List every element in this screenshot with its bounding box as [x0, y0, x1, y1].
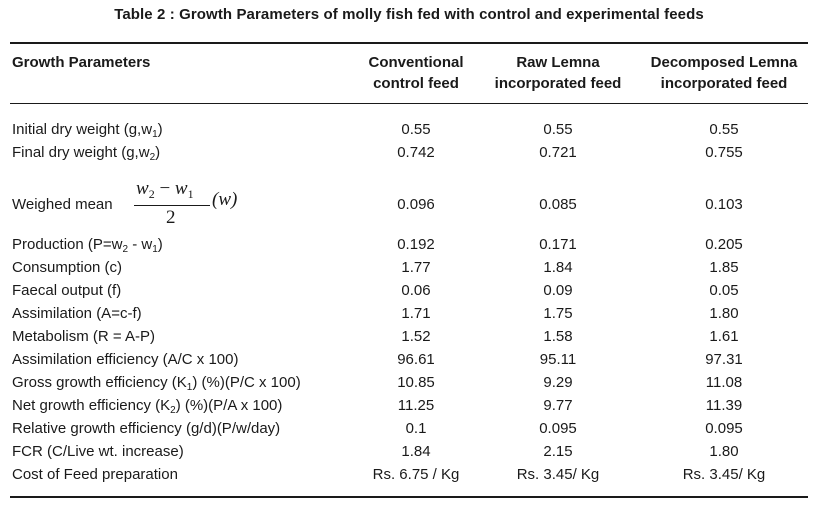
- cell-raw-lemna: 95.11: [539, 351, 577, 368]
- row-label: Final dry weight (g,w2): [12, 144, 161, 163]
- cell-conventional: 0.55: [401, 121, 431, 138]
- cell-raw-lemna: 0.095: [539, 420, 577, 437]
- row-label: Initial dry weight (g,w1): [12, 121, 163, 140]
- header-line: Raw Lemna: [516, 54, 600, 71]
- cell-decomposed-lemna: 0.205: [705, 236, 743, 253]
- cell-decomposed-lemna: 1.85: [709, 259, 739, 276]
- row-label: Net growth efficiency (K2) (%)(P/A x 100…: [12, 397, 283, 416]
- cell-conventional: Rs. 6.75 / Kg: [372, 466, 460, 483]
- formula-factor: (w): [212, 189, 238, 210]
- row-label: Assimilation efficiency (A/C x 100): [12, 351, 239, 368]
- cell-conventional: 1.71: [401, 305, 431, 322]
- cell-raw-lemna: 0.085: [539, 196, 577, 213]
- header-line: Decomposed Lemna: [650, 54, 798, 71]
- row-label: Production (P=w2 - w1): [12, 236, 163, 255]
- header-growth-parameters: Growth Parameters: [12, 54, 151, 71]
- table-row: Metabolism (R = A-P) 1.52 1.58 1.61: [0, 328, 818, 350]
- cell-conventional: 0.096: [397, 196, 435, 213]
- table-row: Faecal output (f) 0.06 0.09 0.05: [0, 282, 818, 304]
- table-caption: Table 2 : Growth Parameters of molly fis…: [114, 6, 704, 23]
- table-row: Initial dry weight (g,w1) 0.55 0.55 0.55: [0, 121, 818, 143]
- cell-conventional: 11.25: [397, 397, 435, 414]
- cell-raw-lemna: 0.171: [539, 236, 577, 253]
- row-label: FCR (C/Live wt. increase): [12, 443, 184, 460]
- row-label: Faecal output (f): [12, 282, 122, 299]
- cell-conventional: 0.742: [397, 144, 435, 161]
- table-bottom-rule: [10, 496, 808, 498]
- header-divider-rule: [10, 103, 808, 104]
- cell-raw-lemna: 1.75: [543, 305, 573, 322]
- header-raw-lemna-feed: Raw Lemna incorporated feed: [482, 52, 634, 94]
- header-line: Conventional: [368, 54, 464, 71]
- cell-conventional: 0.06: [401, 282, 431, 299]
- header-decomposed-lemna-feed: Decomposed Lemna incorporated feed: [638, 52, 810, 94]
- table-row: Assimilation (A=c-f) 1.71 1.75 1.80: [0, 305, 818, 327]
- cell-decomposed-lemna: 0.103: [705, 196, 743, 213]
- cell-raw-lemna: 0.721: [539, 144, 577, 161]
- cell-decomposed-lemna: 0.55: [709, 121, 739, 138]
- table-row: FCR (C/Live wt. increase) 1.84 2.15 1.80: [0, 443, 818, 465]
- cell-raw-lemna: 0.55: [543, 121, 573, 138]
- cell-raw-lemna: 0.09: [543, 282, 573, 299]
- row-label: Gross growth efficiency (K1) (%)(P/C x 1…: [12, 374, 301, 393]
- table-row: Final dry weight (g,w2) 0.742 0.721 0.75…: [0, 144, 818, 166]
- cell-raw-lemna: 1.58: [543, 328, 573, 345]
- cell-conventional: 0.192: [397, 236, 435, 253]
- cell-raw-lemna: 9.77: [543, 397, 573, 414]
- table-row: Consumption (c) 1.77 1.84 1.85: [0, 259, 818, 281]
- cell-conventional: 96.61: [397, 351, 435, 368]
- table-row: Gross growth efficiency (K1) (%)(P/C x 1…: [0, 374, 818, 396]
- cell-conventional: 0.1: [405, 420, 427, 437]
- table-row: Cost of Feed preparation Rs. 6.75 / Kg R…: [0, 466, 818, 488]
- formula-denominator: 2: [166, 207, 176, 228]
- table-row: Weighed mean w2 − w1 2 (w) 0.096 0.085 0…: [0, 178, 818, 228]
- cell-decomposed-lemna: 1.80: [709, 443, 739, 460]
- table-row: Net growth efficiency (K2) (%)(P/A x 100…: [0, 397, 818, 419]
- table-top-rule: [10, 42, 808, 44]
- row-label: Metabolism (R = A-P): [12, 328, 155, 345]
- cell-conventional: 1.52: [401, 328, 431, 345]
- header-line: incorporated feed: [494, 75, 622, 92]
- cell-decomposed-lemna: 11.39: [705, 397, 743, 414]
- cell-decomposed-lemna: 1.61: [709, 328, 739, 345]
- cell-decomposed-lemna: 97.31: [705, 351, 743, 368]
- table-row: Production (P=w2 - w1) 0.192 0.171 0.205: [0, 236, 818, 258]
- cell-decomposed-lemna: 0.755: [705, 144, 743, 161]
- cell-raw-lemna: 2.15: [543, 443, 573, 460]
- table-row: Assimilation efficiency (A/C x 100) 96.6…: [0, 351, 818, 373]
- cell-raw-lemna: Rs. 3.45/ Kg: [516, 466, 600, 483]
- row-label: Relative growth efficiency (g/d)(P/w/day…: [12, 420, 281, 437]
- row-label: Consumption (c): [12, 259, 123, 276]
- cell-raw-lemna: 9.29: [543, 374, 573, 391]
- cell-raw-lemna: 1.84: [543, 259, 573, 276]
- formula-numerator: w2 − w1: [136, 178, 194, 201]
- formula-fraction-bar: [134, 205, 210, 206]
- weighed-mean-formula: w2 − w1 2 (w): [130, 178, 245, 234]
- table-row: Relative growth efficiency (g/d)(P/w/day…: [0, 420, 818, 442]
- cell-conventional: 1.77: [401, 259, 431, 276]
- cell-conventional: 10.85: [397, 374, 435, 391]
- cell-decomposed-lemna: 0.095: [705, 420, 743, 437]
- cell-decomposed-lemna: 0.05: [709, 282, 739, 299]
- cell-decomposed-lemna: Rs. 3.45/ Kg: [682, 466, 766, 483]
- row-label: Assimilation (A=c-f): [12, 305, 142, 322]
- cell-decomposed-lemna: 1.80: [709, 305, 739, 322]
- header-line: control feed: [373, 75, 459, 92]
- header-line: incorporated feed: [660, 75, 788, 92]
- row-label: Weighed mean: [12, 196, 113, 213]
- cell-conventional: 1.84: [401, 443, 431, 460]
- header-conventional-control-feed: Conventional control feed: [356, 52, 476, 94]
- cell-decomposed-lemna: 11.08: [705, 374, 743, 391]
- row-label: Cost of Feed preparation: [12, 466, 178, 483]
